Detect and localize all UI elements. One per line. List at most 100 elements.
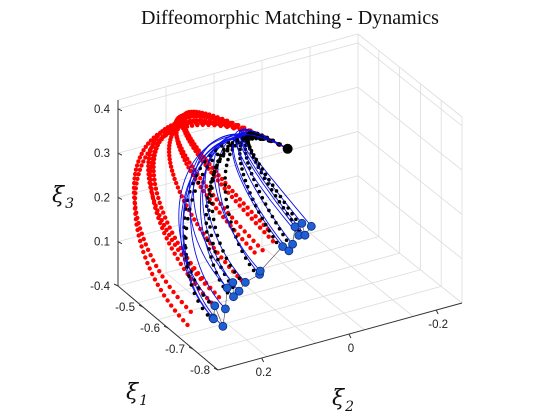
demonstration-point	[187, 274, 191, 278]
x-tick-label: -0.6	[140, 323, 160, 335]
demonstration-point	[249, 130, 254, 135]
grid-line	[357, 86, 463, 171]
reference-point	[151, 198, 157, 204]
demonstration-point	[224, 163, 229, 168]
reproduction-line	[238, 129, 296, 228]
start-point	[284, 246, 294, 256]
reference-point	[260, 248, 265, 253]
reference-point	[225, 118, 230, 124]
reference-point	[219, 255, 224, 260]
demonstration-point	[213, 165, 218, 169]
demonstration-point	[269, 188, 274, 192]
reference-point	[178, 261, 183, 267]
demonstration-point	[254, 157, 258, 162]
reference-point	[245, 205, 250, 210]
reference-point	[202, 118, 207, 124]
reference-point	[150, 271, 155, 277]
grid	[117, 33, 463, 371]
reference-point	[185, 156, 190, 162]
demonstration-point	[248, 145, 252, 149]
reference-point	[236, 123, 241, 128]
reference-point	[214, 206, 219, 211]
demonstration-point	[222, 272, 227, 277]
reference-point	[249, 216, 254, 221]
demonstration-point	[285, 212, 290, 216]
reference-point	[169, 237, 175, 243]
grid-line	[165, 272, 268, 357]
reference-point	[156, 195, 161, 201]
demonstration-point	[205, 238, 210, 243]
demonstration-point	[184, 236, 188, 240]
reference-point	[162, 230, 167, 236]
reference-point	[147, 266, 152, 271]
demonstration-point	[200, 172, 205, 177]
reference-point	[270, 239, 276, 244]
reference-point	[152, 177, 157, 182]
y-axis-label: ξ2	[332, 386, 354, 415]
reference-point	[133, 191, 138, 196]
demonstration-point	[223, 176, 227, 180]
reference-point	[134, 163, 140, 168]
reference-point	[203, 111, 208, 116]
reference-point	[167, 225, 172, 230]
reference-point	[222, 186, 227, 191]
demonstration-point	[190, 198, 194, 202]
demonstration-point	[218, 241, 222, 245]
demonstration-point	[215, 233, 220, 238]
reference-point	[145, 247, 151, 252]
demonstration-point	[210, 186, 214, 190]
reference-point	[213, 120, 218, 125]
reference-point	[242, 229, 247, 234]
start-point	[228, 278, 238, 287]
demonstration-point	[201, 293, 206, 297]
reference-point	[251, 238, 256, 243]
x-tick-label: -0.4	[90, 281, 110, 293]
reference-point	[165, 298, 170, 303]
demonstration-point	[211, 263, 216, 267]
reference-point	[143, 144, 148, 149]
demonstration-point	[205, 230, 209, 234]
start-point	[306, 221, 316, 231]
reference-point	[233, 199, 238, 204]
reference-point	[159, 135, 165, 141]
demonstration-point	[204, 221, 209, 225]
reference-point	[137, 167, 143, 172]
demonstration-point	[278, 194, 283, 199]
grid-line	[117, 42, 359, 110]
demonstration-point	[208, 225, 212, 229]
z-tick-label: 0.1	[94, 237, 110, 249]
reference-point	[164, 227, 169, 233]
x-tick-mark	[213, 367, 219, 371]
reference-point	[246, 233, 252, 239]
reference-point	[181, 266, 187, 272]
reference-point	[193, 148, 198, 154]
reference-point	[207, 112, 212, 117]
demonstration-point	[243, 178, 248, 183]
start-point	[220, 304, 230, 314]
reference-point	[150, 156, 155, 162]
demonstration-point	[225, 205, 230, 209]
demonstration-point	[257, 162, 261, 166]
reference-point	[133, 186, 138, 191]
reference-point	[167, 153, 172, 158]
reference-point	[146, 156, 152, 161]
demonstration-point	[219, 153, 223, 158]
reference-point	[151, 173, 157, 178]
reference-point	[208, 119, 213, 124]
ticks: -0.4 -0.5 -0.6 -0.7 -0.8 0.2 0 -0.2 0.1 0.2 0.3 0.4	[90, 104, 448, 379]
reference-point	[197, 118, 202, 123]
demonstration-point	[286, 206, 291, 210]
reference-point	[135, 227, 140, 233]
grid-line	[357, 42, 463, 127]
wall-top-left	[117, 33, 359, 101]
x-tick-mark	[163, 325, 169, 329]
reference-point	[211, 113, 216, 119]
demonstration-point	[205, 196, 210, 200]
demonstration-point	[274, 189, 279, 193]
reference-point	[160, 274, 165, 279]
reference-point	[169, 168, 175, 173]
reference-point	[253, 214, 258, 219]
reference-point	[133, 211, 138, 216]
reference-point	[154, 263, 159, 269]
reference-point	[192, 118, 197, 123]
